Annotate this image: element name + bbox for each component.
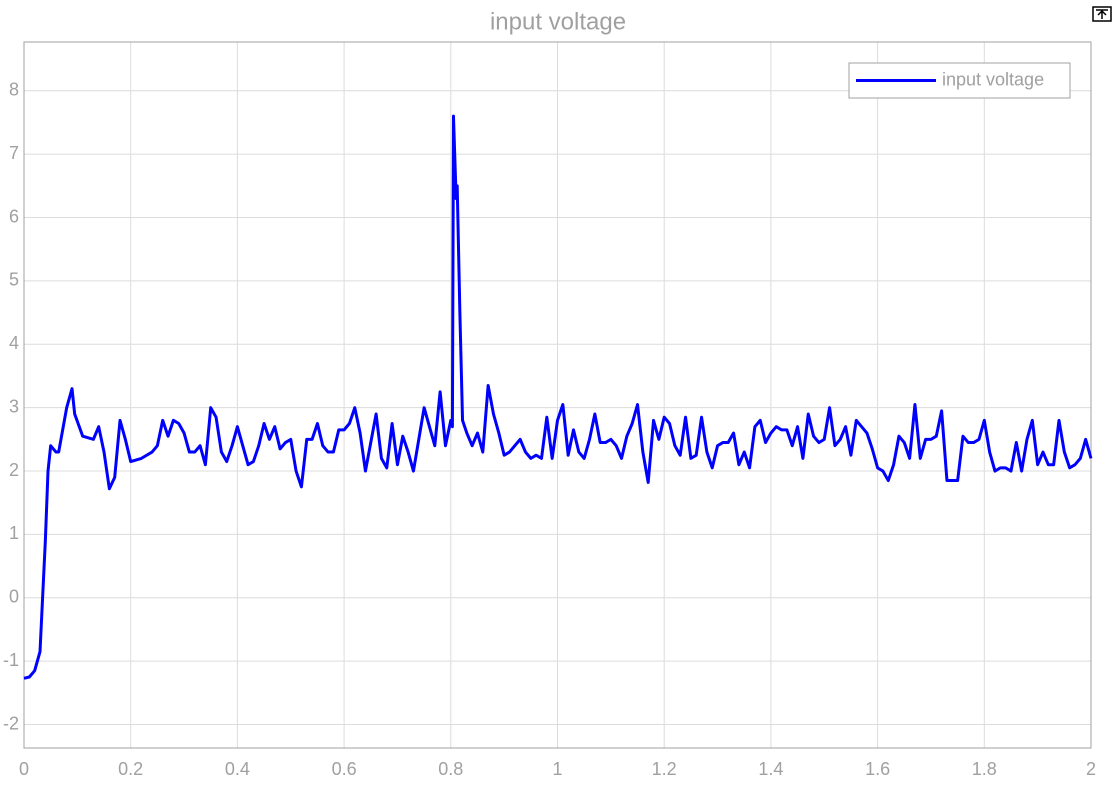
y-tick-label: 7 (9, 143, 19, 163)
icon-arrow[interactable] (1096, 9, 1108, 19)
y-tick-label: 4 (9, 333, 19, 353)
x-tick-label: 1.2 (652, 759, 677, 779)
y-tick-label: 8 (9, 80, 19, 100)
x-tick-label: 0.4 (225, 759, 250, 779)
legend-label: input voltage (942, 69, 1044, 89)
undock-icon[interactable] (1092, 6, 1112, 22)
y-tick-label: 3 (9, 396, 19, 416)
y-tick-label: 6 (9, 206, 19, 226)
x-tick-label: 1.8 (972, 759, 997, 779)
x-tick-label: 0.6 (332, 759, 357, 779)
y-tick-label: 2 (9, 460, 19, 480)
y-tick-label: 5 (9, 270, 19, 290)
x-tick-label: 0 (19, 759, 29, 779)
y-tick-label: -1 (3, 650, 19, 670)
y-tick-label: 0 (9, 587, 19, 607)
plot-frame (23, 41, 1092, 749)
x-tick-label: 2 (1086, 759, 1096, 779)
y-tick-label: 1 (9, 523, 19, 543)
line (23, 114, 1093, 680)
x-tick-label: 0.2 (118, 759, 143, 779)
x-tick-label: 1.6 (865, 759, 890, 779)
x-tick-label: 1 (552, 759, 562, 779)
x-tick-label: 1.4 (758, 759, 783, 779)
x-tick-label: 0.8 (438, 759, 463, 779)
chart-title: input voltage (490, 8, 626, 35)
y-tick-label: -2 (3, 713, 19, 733)
